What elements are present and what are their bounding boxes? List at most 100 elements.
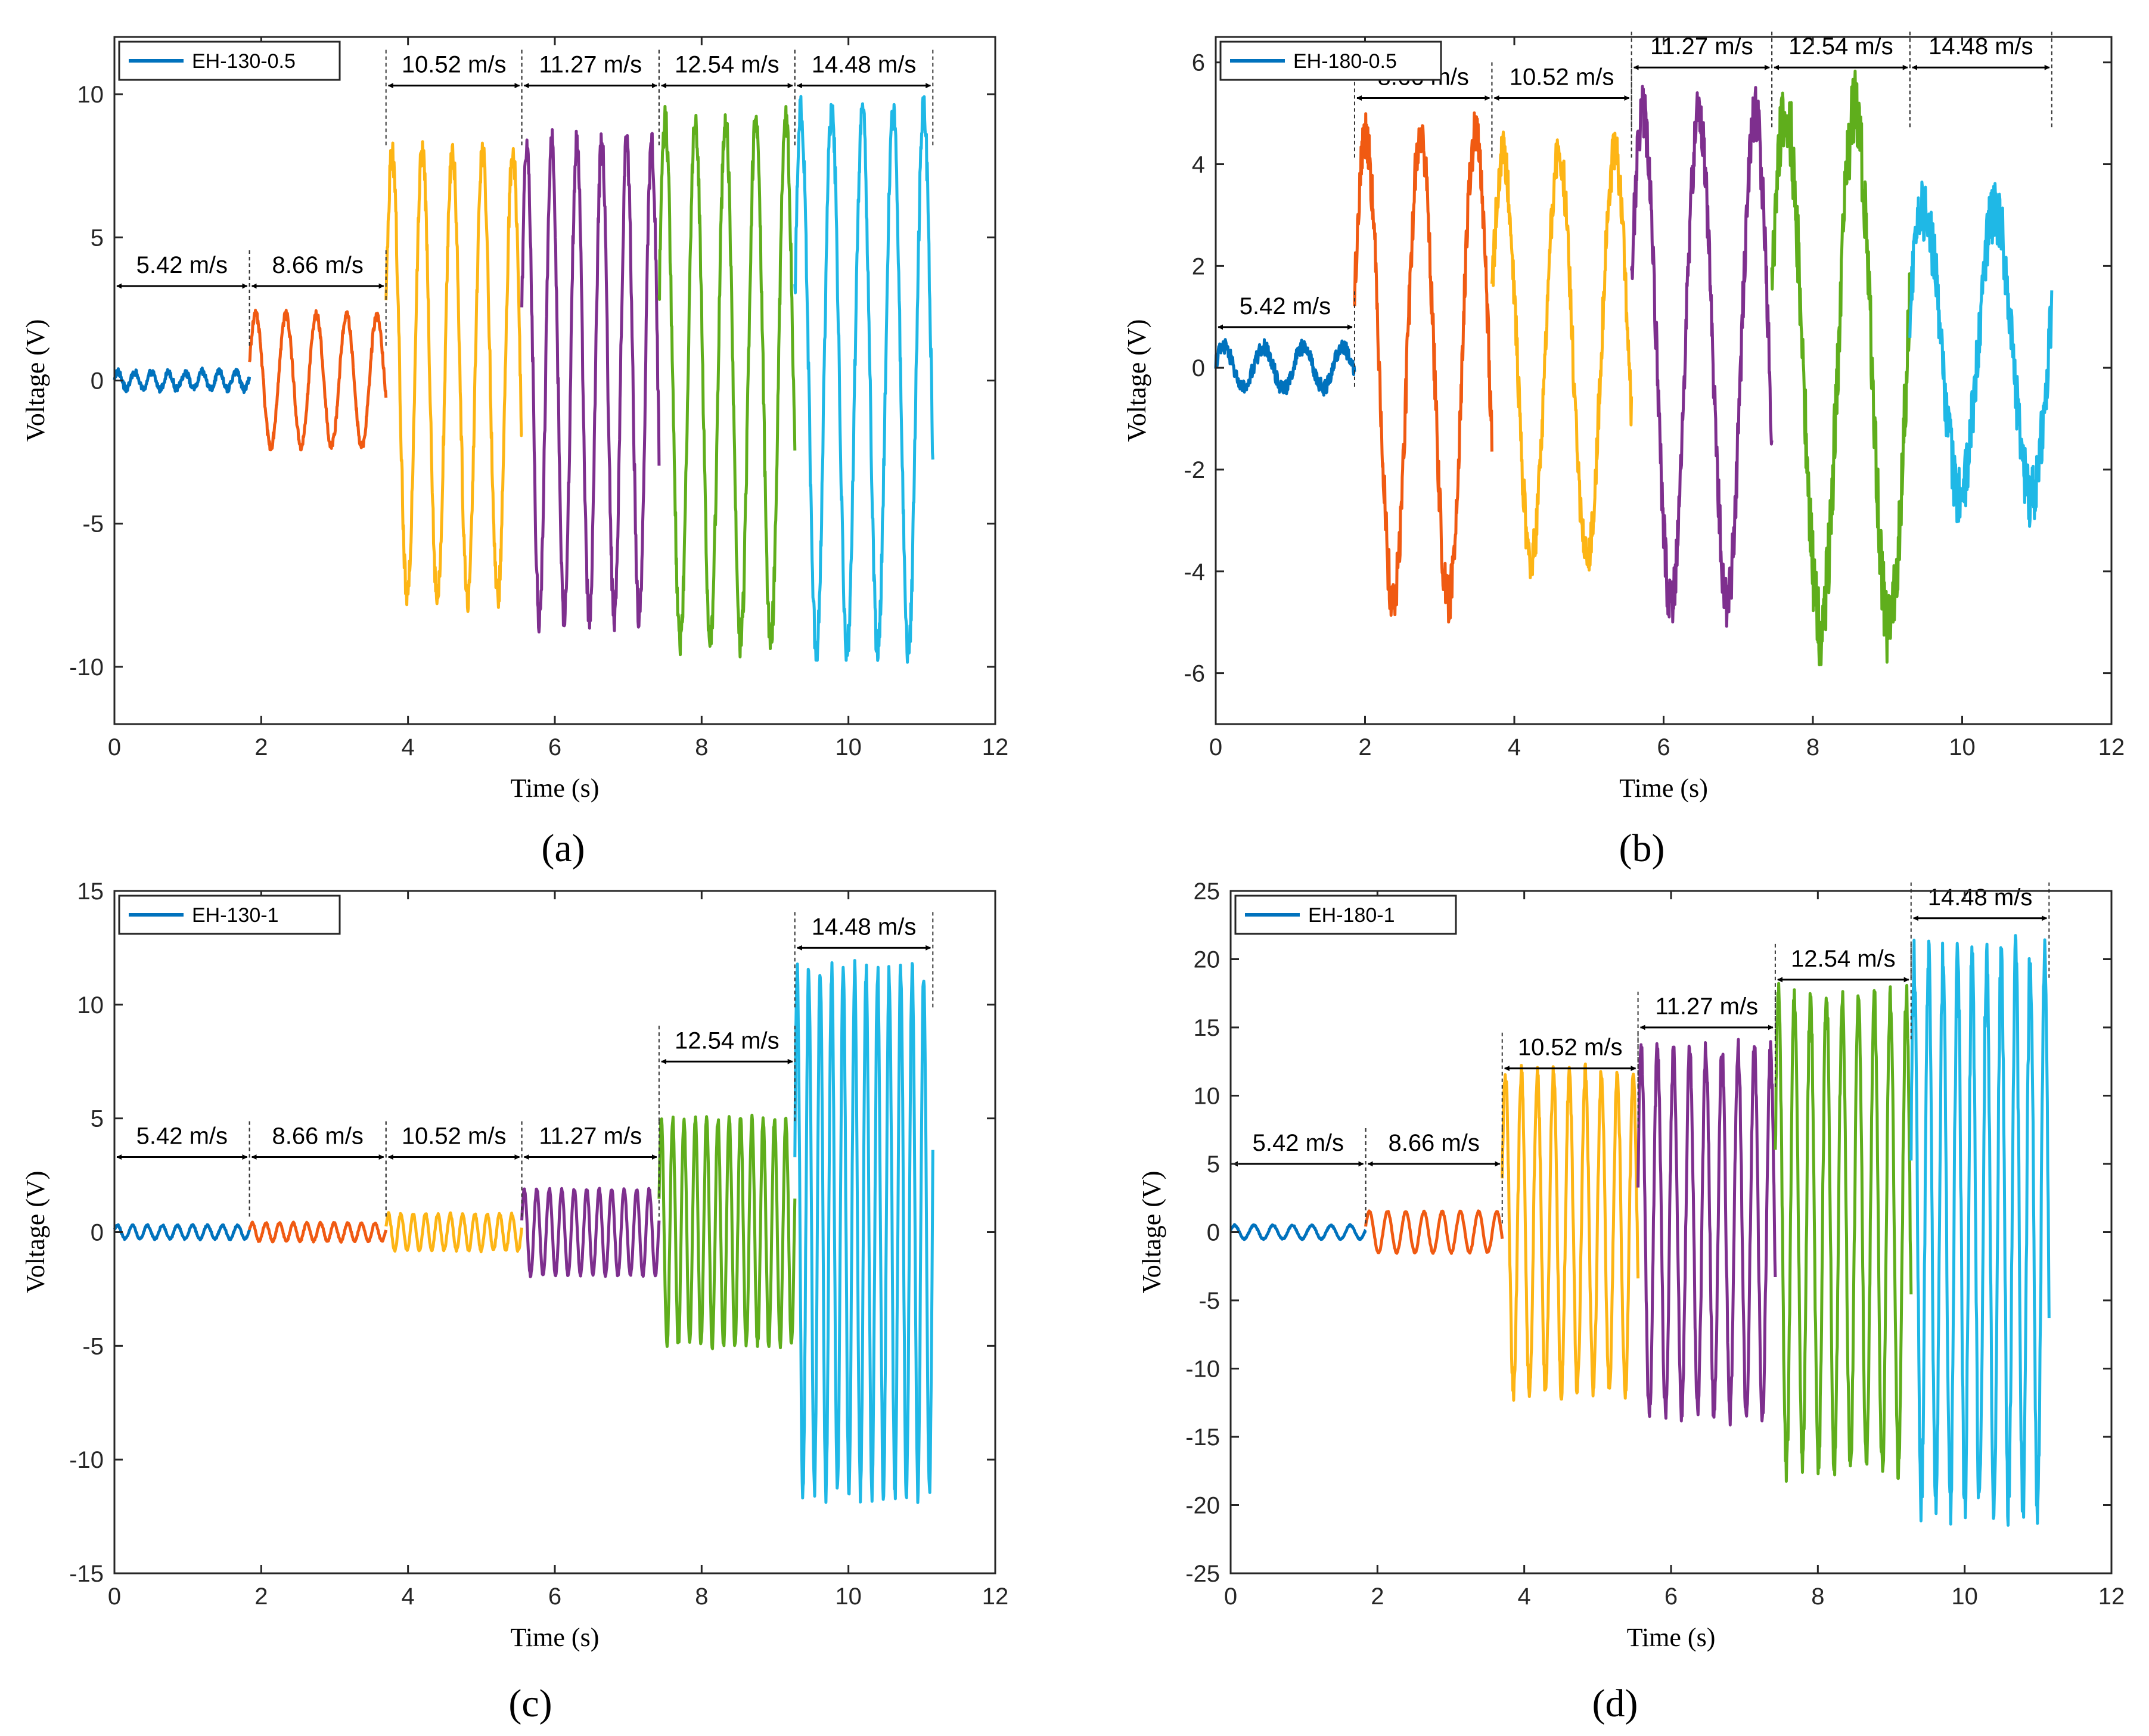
y-tick-label: 15 xyxy=(1194,1015,1221,1041)
legend-label: EH-130-1 xyxy=(192,904,279,927)
speed-label: 11.27 m/s xyxy=(1655,993,1758,1020)
speed-label: 8.66 m/s xyxy=(272,1123,363,1150)
signal-segment-3 xyxy=(1490,131,1634,579)
y-axis-title: Voltage (V) xyxy=(1137,1171,1166,1294)
x-axis-title: Time (s) xyxy=(511,774,600,803)
x-tick-label: 6 xyxy=(548,1583,561,1610)
speed-label: 11.27 m/s xyxy=(539,1123,642,1150)
panel-caption: (d) xyxy=(1592,1682,1638,1725)
y-tick-label: -6 xyxy=(1184,661,1205,687)
speed-label: 10.52 m/s xyxy=(1518,1035,1623,1061)
speed-label: 10.52 m/s xyxy=(402,1123,507,1150)
x-tick-label: 2 xyxy=(254,734,268,760)
signal-segment-5 xyxy=(1770,69,1912,667)
y-tick-label: 0 xyxy=(1207,1220,1220,1246)
y-tick-label: -5 xyxy=(82,511,104,538)
signal-segment-2 xyxy=(248,309,388,452)
x-tick-label: 10 xyxy=(835,1583,862,1610)
y-tick-label: 4 xyxy=(1192,152,1205,178)
signal-segment-1 xyxy=(113,367,251,395)
speed-label: 5.42 m/s xyxy=(136,252,228,278)
y-tick-label: -20 xyxy=(1185,1493,1220,1519)
legend-label: EH-180-1 xyxy=(1308,904,1395,927)
x-tick-label: 6 xyxy=(548,734,561,760)
speed-label: 10.52 m/s xyxy=(1510,64,1614,90)
legend: EH-130-1 xyxy=(118,895,341,935)
signal-segment-4 xyxy=(520,128,661,633)
speed-label: 8.66 m/s xyxy=(272,252,363,278)
speed-label: 8.66 m/s xyxy=(1388,1130,1479,1156)
x-tick-label: 6 xyxy=(1664,1583,1678,1610)
y-tick-label: -5 xyxy=(1198,1288,1220,1314)
panel-caption: (b) xyxy=(1619,827,1665,870)
y-tick-label: 0 xyxy=(91,368,104,395)
x-axis-title: Time (s) xyxy=(1619,774,1708,803)
speed-label: 11.27 m/s xyxy=(539,52,642,78)
x-tick-label: 2 xyxy=(254,1583,268,1610)
x-tick-label: 12 xyxy=(982,734,1009,760)
signal-segment-2 xyxy=(248,1221,388,1244)
speed-label: 12.54 m/s xyxy=(675,1027,780,1054)
signal-segment-6 xyxy=(1909,934,2051,1527)
x-tick-label: 10 xyxy=(1951,1583,1978,1610)
y-tick-label: 5 xyxy=(91,225,104,251)
y-tick-label: 0 xyxy=(91,1220,104,1246)
panel-b: 5.42 m/s8.66 m/s10.52 m/s11.27 m/s12.54 … xyxy=(1122,32,2125,803)
panel-caption: (c) xyxy=(508,1682,552,1725)
y-tick-label: -25 xyxy=(1185,1561,1220,1587)
y-axis-title: Voltage (V) xyxy=(21,319,50,442)
y-axis-title: Voltage (V) xyxy=(1122,319,1151,442)
y-tick-label: 25 xyxy=(1194,878,1221,905)
speed-label: 5.42 m/s xyxy=(1253,1130,1344,1156)
y-tick-label: -10 xyxy=(1185,1356,1220,1383)
speed-label: 12.54 m/s xyxy=(1788,33,1893,60)
y-tick-label: 10 xyxy=(77,992,104,1018)
y-tick-label: 5 xyxy=(91,1106,104,1132)
signal-segment-4 xyxy=(520,1187,661,1278)
speed-label: 11.27 m/s xyxy=(1650,33,1753,60)
signal-segment-5 xyxy=(657,1113,797,1350)
signal-segment-4 xyxy=(1636,1038,1777,1427)
x-tick-label: 4 xyxy=(402,734,415,760)
signal-segment-5 xyxy=(1774,982,1913,1483)
speed-label: 14.48 m/s xyxy=(812,52,917,78)
signal-segment-6 xyxy=(1908,181,2054,528)
y-tick-label: 5 xyxy=(1207,1151,1220,1178)
signal-segment-6 xyxy=(793,959,934,1504)
y-tick-label: 0 xyxy=(1192,355,1205,381)
panel-a: 5.42 m/s 8.66 m/s 10.52 m/s 11.27 m/s 12.54 … xyxy=(21,36,1009,803)
y-tick-label: -4 xyxy=(1184,559,1205,585)
x-axis-title: Time (s) xyxy=(1627,1623,1716,1652)
signal-segment-4 xyxy=(1630,85,1774,628)
signal-segment-5 xyxy=(657,105,797,659)
panel-c: 5.42 m/s 8.66 m/s 10.52 m/s 11.27 m/s 12.54 … xyxy=(21,878,1008,1652)
speed-label: 5.42 m/s xyxy=(136,1123,228,1150)
legend-label: EH-130-0.5 xyxy=(192,50,296,73)
signal-segment-1 xyxy=(1229,1223,1367,1241)
x-tick-label: 0 xyxy=(1209,734,1222,760)
y-axis-title: Voltage (V) xyxy=(21,1171,50,1294)
signal-segment-1 xyxy=(113,1223,251,1241)
x-tick-label: 12 xyxy=(982,1583,1009,1610)
x-tick-label: 0 xyxy=(108,1583,121,1610)
y-tick-label: 20 xyxy=(1194,947,1221,973)
y-tick-label: -15 xyxy=(1185,1424,1220,1451)
x-tick-label: 0 xyxy=(108,734,121,760)
y-tick-label: 15 xyxy=(77,878,104,905)
x-tick-label: 4 xyxy=(402,1583,415,1610)
x-tick-label: 2 xyxy=(1358,734,1371,760)
speed-label: 10.52 m/s xyxy=(402,52,507,78)
x-tick-label: 12 xyxy=(2098,734,2125,760)
signal-segment-2 xyxy=(1353,111,1493,624)
y-tick-label: 6 xyxy=(1192,50,1205,76)
x-tick-label: 8 xyxy=(1811,1583,1824,1610)
legend: EH-180-1 xyxy=(1234,895,1457,935)
y-tick-label: -15 xyxy=(69,1561,104,1587)
x-tick-label: 12 xyxy=(2098,1583,2125,1610)
signal-segment-1 xyxy=(1214,338,1356,397)
panel-d: 5.42 m/s 8.66 m/s 10.52 m/s 11.27 m/s 12.54 … xyxy=(1137,878,2125,1652)
y-tick-label: 10 xyxy=(77,82,104,108)
x-tick-label: 8 xyxy=(1806,734,1819,760)
x-tick-label: 0 xyxy=(1224,1583,1237,1610)
